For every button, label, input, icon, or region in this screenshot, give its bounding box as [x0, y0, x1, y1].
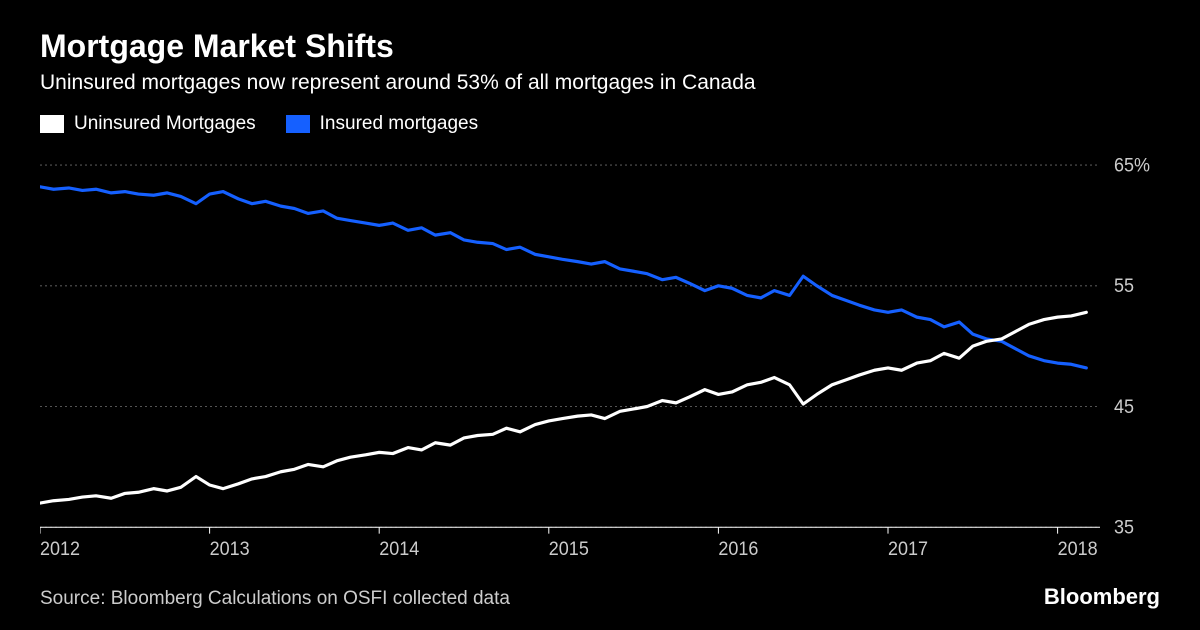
y-axis-label: 45: [1114, 395, 1134, 417]
y-axis-label: 35: [1114, 516, 1134, 538]
y-axis-label: 65%: [1114, 154, 1150, 176]
x-axis-label: 2018: [1058, 537, 1098, 559]
line-uninsured: [40, 312, 1086, 503]
brand-logo: Bloomberg: [1044, 584, 1160, 610]
x-axis-label: 2015: [549, 537, 589, 559]
legend-label-uninsured: Uninsured Mortgages: [74, 113, 256, 135]
line-insured: [40, 187, 1086, 368]
x-axis-label: 2017: [888, 537, 928, 559]
legend-swatch-uninsured: [40, 115, 64, 133]
legend-item-insured: Insured mortgages: [286, 113, 478, 135]
chart-plot-area: 65% 55 45 35 2012 2013 2014 2015 2016 2017 2018: [40, 153, 1160, 570]
chart-title: Mortgage Market Shifts: [40, 28, 1160, 65]
y-axis-label: 55: [1114, 275, 1134, 297]
legend: Uninsured Mortgages Insured mortgages: [40, 113, 1160, 135]
x-axis-label: 2012: [40, 537, 80, 559]
x-axis-label: 2013: [210, 537, 250, 559]
legend-label-insured: Insured mortgages: [320, 113, 478, 135]
chart-svg: 65% 55 45 35 2012 2013 2014 2015 2016 2017 2018: [40, 153, 1160, 570]
x-axis-label: 2016: [718, 537, 758, 559]
source-text: Source: Bloomberg Calculations on OSFI c…: [40, 588, 510, 610]
x-axis-label: 2014: [379, 537, 419, 559]
chart-subtitle: Uninsured mortgages now represent around…: [40, 71, 1160, 95]
legend-swatch-insured: [286, 115, 310, 133]
legend-item-uninsured: Uninsured Mortgages: [40, 113, 256, 135]
